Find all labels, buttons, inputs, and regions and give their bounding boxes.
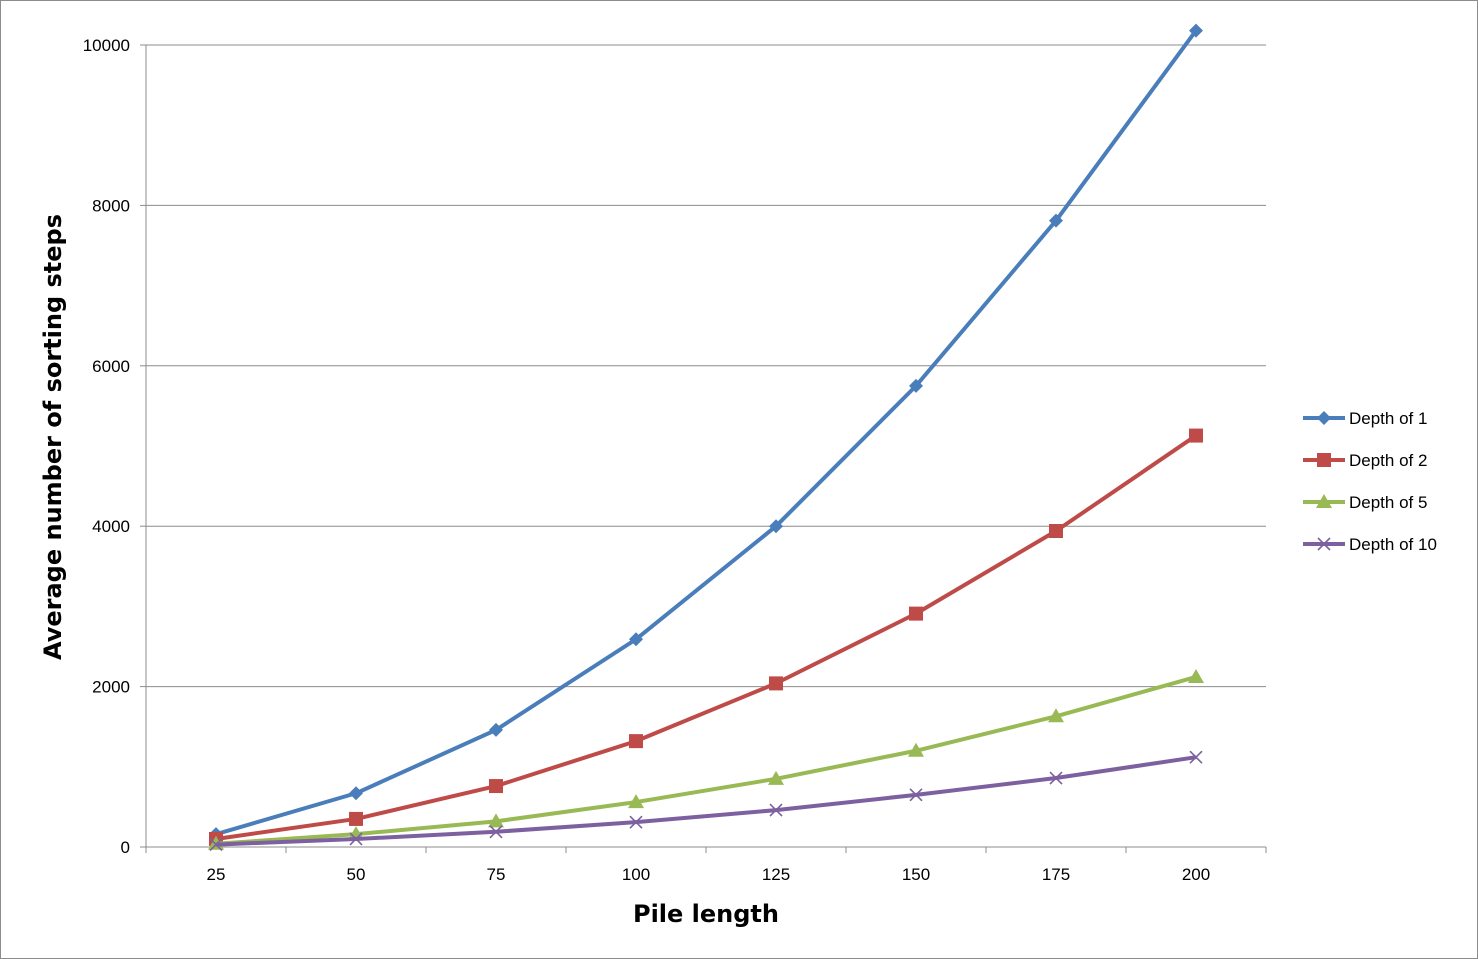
series-depth-of-10 — [209, 750, 1203, 852]
x-axis-title: Pile length — [633, 900, 779, 928]
data-point — [349, 786, 363, 801]
legend-label: Depth of 10 — [1349, 535, 1437, 554]
data-point — [768, 770, 784, 785]
data-point — [769, 676, 783, 691]
data-point — [909, 788, 923, 802]
data-point — [909, 378, 923, 393]
x-tick-label: 175 — [1042, 865, 1070, 884]
data-point — [908, 742, 924, 757]
legend-item: Depth of 2 — [1303, 451, 1427, 470]
data-point — [1188, 668, 1204, 683]
data-point — [769, 803, 783, 817]
gridlines — [146, 44, 1266, 688]
y-tick-label: 10000 — [83, 36, 130, 55]
data-point — [1049, 213, 1063, 228]
data-point — [1189, 750, 1203, 764]
y-tick-label: 8000 — [92, 196, 130, 215]
data-point — [349, 832, 363, 846]
y-tick-label: 2000 — [92, 678, 130, 697]
legend-item: Depth of 1 — [1303, 409, 1427, 428]
data-point — [1049, 771, 1063, 785]
data-point — [629, 632, 643, 647]
x-tick-label: 75 — [487, 865, 506, 884]
legend: Depth of 1 Depth of 2 Depth of 5 Depth of 1… — [1303, 409, 1437, 554]
x-tick-label: 125 — [762, 865, 790, 884]
data-point — [489, 825, 503, 839]
data-point — [348, 826, 364, 841]
data-point — [629, 815, 643, 829]
data-point — [489, 779, 503, 794]
x-tick-label: 25 — [207, 865, 226, 884]
legend-item: Depth of 5 — [1303, 493, 1427, 512]
data-point — [488, 813, 504, 828]
series-line-depth-of-5 — [215, 675, 1197, 846]
data-point — [1048, 708, 1064, 723]
data-point — [628, 794, 644, 809]
legend-label: Depth of 1 — [1349, 409, 1427, 428]
x-tick-label: 200 — [1182, 865, 1210, 884]
legend-marker — [1316, 494, 1332, 508]
legend-marker — [1317, 411, 1331, 425]
series-line-depth-of-10 — [215, 755, 1197, 847]
data-point — [489, 722, 503, 737]
x-tick-label: 150 — [902, 865, 930, 884]
series-line-depth-of-2 — [215, 433, 1198, 841]
data-point — [349, 811, 363, 826]
legend-marker — [1317, 453, 1331, 467]
data-point — [209, 838, 223, 852]
data-point — [1189, 23, 1203, 38]
legend-label: Depth of 2 — [1349, 451, 1427, 470]
y-axis-ticks: 0 2000 4000 6000 8000 10000 — [83, 36, 146, 857]
x-axis-ticks: 25 50 75 100 125 150 175 200 — [145, 847, 1267, 884]
y-axis-title: Average number of sorting steps — [39, 214, 67, 660]
series-layer — [208, 23, 1204, 852]
series-depth-of-5 — [208, 668, 1204, 850]
y-tick-label: 0 — [121, 838, 130, 857]
x-tick-label: 50 — [347, 865, 366, 884]
series-depth-of-2 — [209, 428, 1203, 846]
data-point — [1189, 428, 1203, 443]
y-tick-label: 6000 — [92, 357, 130, 376]
data-point — [1049, 524, 1063, 539]
legend-label: Depth of 5 — [1349, 493, 1427, 512]
legend-item: Depth of 10 — [1303, 535, 1437, 554]
data-point — [769, 519, 783, 534]
data-point — [629, 734, 643, 749]
x-tick-label: 100 — [622, 865, 650, 884]
legend-marker — [1317, 537, 1331, 551]
y-tick-label: 4000 — [92, 517, 130, 536]
data-point — [909, 606, 923, 621]
series-line-depth-of-1 — [215, 29, 1198, 837]
